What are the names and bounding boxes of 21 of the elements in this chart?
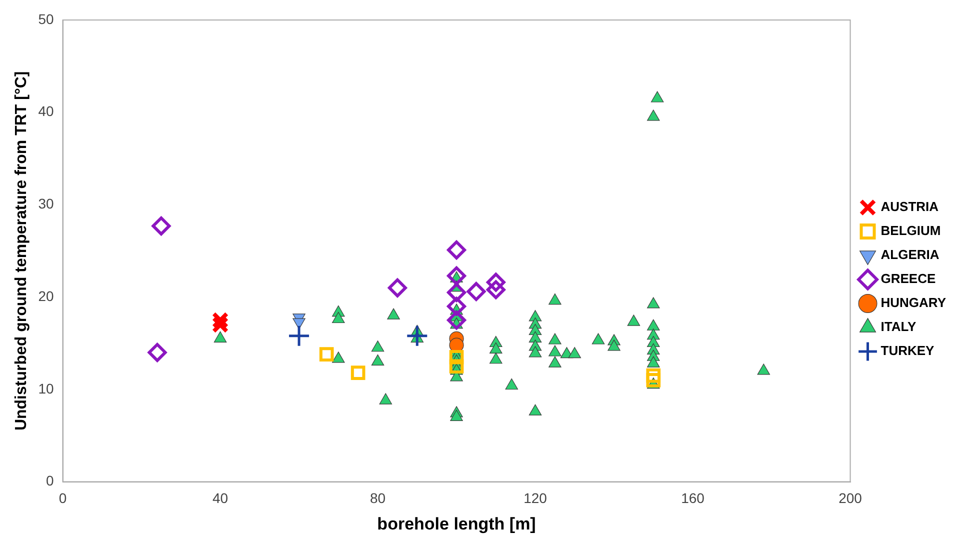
x-tick-label: 160 xyxy=(681,490,705,506)
y-tick-label: 30 xyxy=(38,196,54,212)
x-axis-title: borehole length [m] xyxy=(377,514,536,534)
legend-label: AUSTRIA xyxy=(880,199,940,214)
x-tick-label: 40 xyxy=(212,490,228,506)
legend-label: GREECE xyxy=(880,271,936,286)
y-tick-label: 50 xyxy=(38,10,54,27)
x-tick-label: 80 xyxy=(370,490,386,506)
legend-label: BELGIUM xyxy=(880,223,941,238)
y-tick-label: 0 xyxy=(46,472,54,489)
x-tick-label: 0 xyxy=(58,490,67,506)
legend-label: TURKEY xyxy=(880,343,935,358)
y-axis-title: Undisturbed ground temperature from TRT [°C] xyxy=(13,71,30,431)
y-tick-label: 10 xyxy=(38,380,54,396)
y-tick-label: 20 xyxy=(38,288,54,304)
y-tick-label: 40 xyxy=(38,103,54,120)
legend-label: ITALY xyxy=(880,319,916,334)
x-tick-label: 120 xyxy=(524,490,548,506)
legend-label: ALGERIA xyxy=(880,247,940,262)
x-tick-label: 200 xyxy=(838,490,862,506)
legend-label: HUNGARY xyxy=(880,295,946,310)
